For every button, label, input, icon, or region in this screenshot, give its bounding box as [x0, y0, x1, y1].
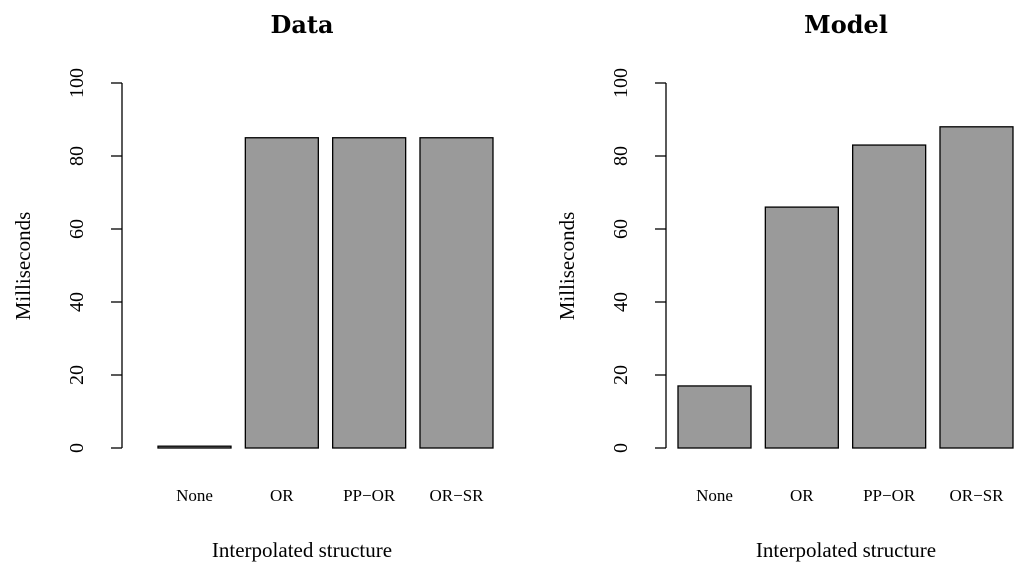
category-label: None [696, 486, 733, 505]
bar [244, 137, 319, 449]
y-tick-label: 0 [610, 443, 632, 453]
y-tick-label: 20 [610, 365, 632, 385]
y-tick-label: 40 [610, 292, 632, 312]
y-tick-label: 0 [66, 443, 88, 453]
y-tick-label: 20 [66, 365, 88, 385]
y-tick-label: 60 [610, 219, 632, 239]
y-tick-label: 80 [66, 146, 88, 166]
bar [157, 445, 232, 449]
category-label: None [176, 486, 213, 505]
category-label: OR−SR [949, 486, 1004, 505]
y-tick-label: 80 [610, 146, 632, 166]
y-tick-label: 40 [66, 292, 88, 312]
category-label: OR [270, 486, 294, 505]
bar [852, 144, 927, 449]
y-axis-label: Milliseconds [555, 212, 579, 321]
chart-data-panel: Data Interpolated structure Milliseconds… [11, 10, 494, 562]
y-tick-label: 60 [66, 219, 88, 239]
bar [677, 385, 752, 449]
category-label: PP−OR [343, 486, 396, 505]
chart-model-panel: Model Interpolated structure Millisecond… [555, 10, 1014, 562]
x-axis-label: Interpolated structure [756, 538, 936, 562]
x-axis-label: Interpolated structure [212, 538, 392, 562]
y-tick-label: 100 [610, 68, 632, 98]
category-label: OR−SR [429, 486, 484, 505]
chart-title: Model [804, 10, 888, 39]
bar [939, 126, 1014, 449]
chart-title: Data [271, 10, 334, 39]
y-axis-label: Milliseconds [11, 212, 35, 321]
y-tick-label: 100 [66, 68, 88, 98]
category-label: PP−OR [863, 486, 916, 505]
bar [419, 137, 494, 449]
bar [332, 137, 407, 449]
bar [764, 206, 839, 449]
category-label: OR [790, 486, 814, 505]
